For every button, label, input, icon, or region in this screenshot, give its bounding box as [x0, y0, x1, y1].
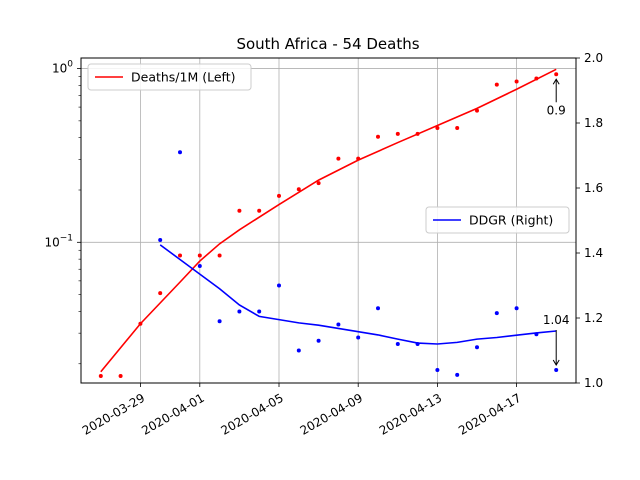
- y-right-tick-label: 1.0: [584, 376, 603, 390]
- data-point-0: [178, 253, 182, 258]
- data-point-0: [316, 181, 321, 186]
- data-point-2: [257, 309, 262, 314]
- y-right-tick-label: 1.4: [584, 246, 603, 260]
- data-point-0: [217, 253, 222, 258]
- data-point-2: [158, 238, 163, 242]
- data-point-2: [554, 368, 559, 372]
- x-tick-label: 2020-04-01: [139, 391, 206, 438]
- y-right-tick-label: 2.0: [584, 51, 603, 65]
- annotation-arrowhead: [552, 78, 560, 85]
- data-point-0: [336, 156, 341, 161]
- data-point-2: [336, 322, 341, 327]
- annotation-label: 0.9: [547, 103, 566, 117]
- data-point-2: [217, 319, 222, 324]
- annotation-arrowhead: [552, 359, 560, 366]
- data-point-0: [277, 193, 281, 198]
- data-point-2: [197, 264, 202, 268]
- legends[interactable]: Deaths/1M (Left) DDGR (Right): [87, 63, 570, 234]
- data-point-2: [356, 335, 361, 340]
- data-point-0: [494, 82, 499, 87]
- plot-series: [98, 68, 559, 379]
- x-tick-label: 2020-04-05: [218, 391, 285, 438]
- x-tick-label: 2020-04-13: [377, 391, 444, 438]
- data-point-0: [435, 125, 440, 130]
- y-right-tick-label: 1.8: [584, 116, 603, 130]
- plot-frame: [80, 57, 577, 384]
- annotations: 0.9 1.04: [543, 78, 570, 366]
- data-point-2: [475, 345, 479, 350]
- x-tick-label: 2020-03-29: [80, 391, 147, 438]
- legend-box: [87, 63, 252, 91]
- series-line-3: [159, 244, 557, 345]
- legend-box: [425, 206, 570, 234]
- data-point-2: [435, 368, 440, 372]
- data-point-0: [257, 208, 262, 213]
- x-tick-label: 2020-04-17: [456, 391, 523, 438]
- data-point-0: [296, 187, 301, 192]
- data-point-2: [514, 306, 519, 311]
- data-point-2: [277, 283, 281, 288]
- y-left-tick-label: 10−1: [44, 233, 73, 249]
- legend-label: DDGR (Right): [469, 213, 553, 228]
- data-point-2: [178, 150, 182, 155]
- annotation-label: 1.04: [543, 313, 570, 327]
- data-point-0: [376, 134, 380, 139]
- data-point-2: [395, 342, 400, 346]
- legend-0[interactable]: Deaths/1M (Left): [87, 63, 252, 91]
- data-point-0: [98, 374, 103, 379]
- data-point-2: [494, 311, 499, 316]
- data-point-2: [455, 372, 460, 377]
- data-point-0: [554, 72, 559, 77]
- data-point-2: [237, 309, 242, 314]
- y-right-tick-label: 1.6: [584, 181, 603, 195]
- data-point-2: [316, 338, 321, 343]
- data-point-0: [455, 125, 460, 130]
- data-point-0: [395, 131, 400, 136]
- chart-title: South Africa - 54 Deaths: [236, 35, 419, 53]
- series-line-1: [100, 68, 557, 373]
- y-left-tick-label: 100: [52, 60, 73, 76]
- data-point-0: [514, 79, 519, 84]
- legend-1[interactable]: DDGR (Right): [425, 206, 570, 234]
- data-point-0: [118, 374, 123, 379]
- data-point-0: [158, 291, 163, 296]
- data-point-2: [376, 306, 380, 311]
- data-point-2: [296, 348, 301, 353]
- x-tick-label: 2020-04-09: [298, 391, 365, 438]
- data-point-0: [237, 208, 242, 213]
- legend-label: Deaths/1M (Left): [131, 70, 236, 85]
- y-right-tick-label: 1.2: [584, 311, 603, 325]
- data-point-0: [197, 253, 202, 258]
